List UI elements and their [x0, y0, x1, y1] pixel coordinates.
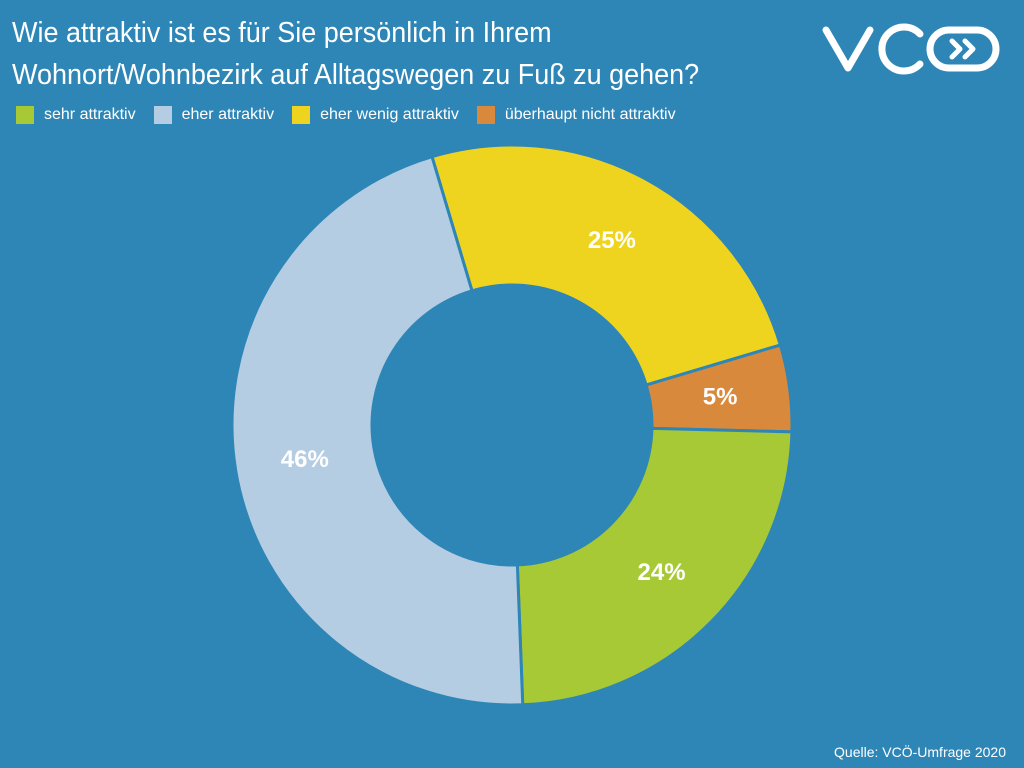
chart-title-line-1: Wie attraktiv ist es für Sie persönlich …: [12, 17, 552, 49]
donut-slice: [230, 155, 525, 707]
slice-value-label: 25%: [588, 227, 636, 254]
vco-logo-icon: [822, 23, 1000, 75]
donut-slice: [515, 426, 794, 707]
slice-value-label: 46%: [281, 446, 329, 473]
legend-swatch: [153, 106, 172, 124]
slice-value-label: 5%: [703, 384, 738, 411]
chart-title-line-2: Wohnort/Wohnbezirk auf Alltagswegen zu F…: [12, 59, 700, 91]
chart-legend: sehr attraktiv eher attraktiv eher wenig a…: [16, 106, 694, 124]
legend-item-0: sehr attraktiv: [16, 106, 136, 124]
slice-value-label: 24%: [638, 559, 686, 586]
legend-swatch: [16, 106, 34, 124]
chart-title: Wie attraktiv ist es für Sie persönlich …: [12, 12, 737, 96]
legend-label: eher attraktiv: [181, 106, 275, 123]
legend-item-1: eher attraktiv: [153, 106, 275, 124]
source-note: Quelle: VCÖ-Umfrage 2020: [834, 744, 1006, 760]
legend-swatch: [476, 106, 495, 124]
legend-label: sehr attraktiv: [44, 106, 136, 123]
legend-item-3: überhaupt nicht attraktiv: [476, 106, 676, 124]
donut-slice: [430, 143, 782, 387]
legend-label: überhaupt nicht attraktiv: [504, 106, 676, 123]
legend-label: eher wenig attraktiv: [320, 106, 459, 123]
legend-item-2: eher wenig attraktiv: [292, 106, 459, 124]
legend-swatch: [292, 106, 311, 124]
